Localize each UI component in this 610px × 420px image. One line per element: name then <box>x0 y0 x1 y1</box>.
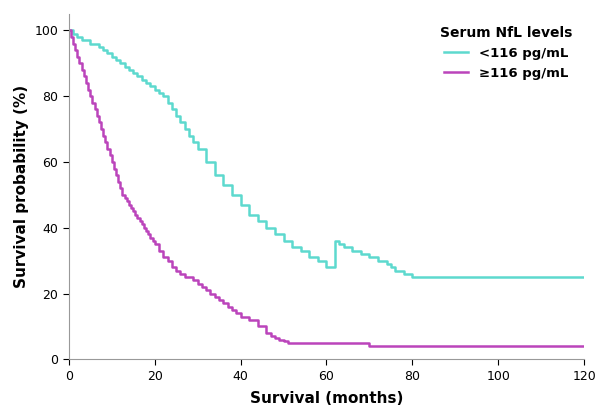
≥116 pg/mL <box>115 179 122 184</box>
≥116 pg/mL <box>318 340 326 345</box>
Y-axis label: Survival probability (%): Survival probability (%) <box>14 85 29 288</box>
<116 pg/mL <box>65 28 73 33</box>
X-axis label: Survival (months): Survival (months) <box>250 391 403 406</box>
≥116 pg/mL <box>581 344 588 349</box>
≥116 pg/mL <box>88 100 96 105</box>
≥116 pg/mL <box>409 344 416 349</box>
<116 pg/mL <box>108 54 115 59</box>
Legend: <116 pg/mL, ≥116 pg/mL: <116 pg/mL, ≥116 pg/mL <box>435 21 578 85</box>
<116 pg/mL <box>146 84 154 89</box>
<116 pg/mL <box>409 275 416 280</box>
<116 pg/mL <box>138 77 145 82</box>
≥116 pg/mL <box>65 28 73 33</box>
<116 pg/mL <box>581 275 588 280</box>
<116 pg/mL <box>151 87 159 92</box>
Line: ≥116 pg/mL: ≥116 pg/mL <box>69 30 584 346</box>
≥116 pg/mL <box>110 166 118 171</box>
<116 pg/mL <box>254 219 262 224</box>
<116 pg/mL <box>129 71 137 76</box>
Line: <116 pg/mL: <116 pg/mL <box>69 30 584 277</box>
≥116 pg/mL <box>417 344 425 349</box>
≥116 pg/mL <box>366 344 373 349</box>
